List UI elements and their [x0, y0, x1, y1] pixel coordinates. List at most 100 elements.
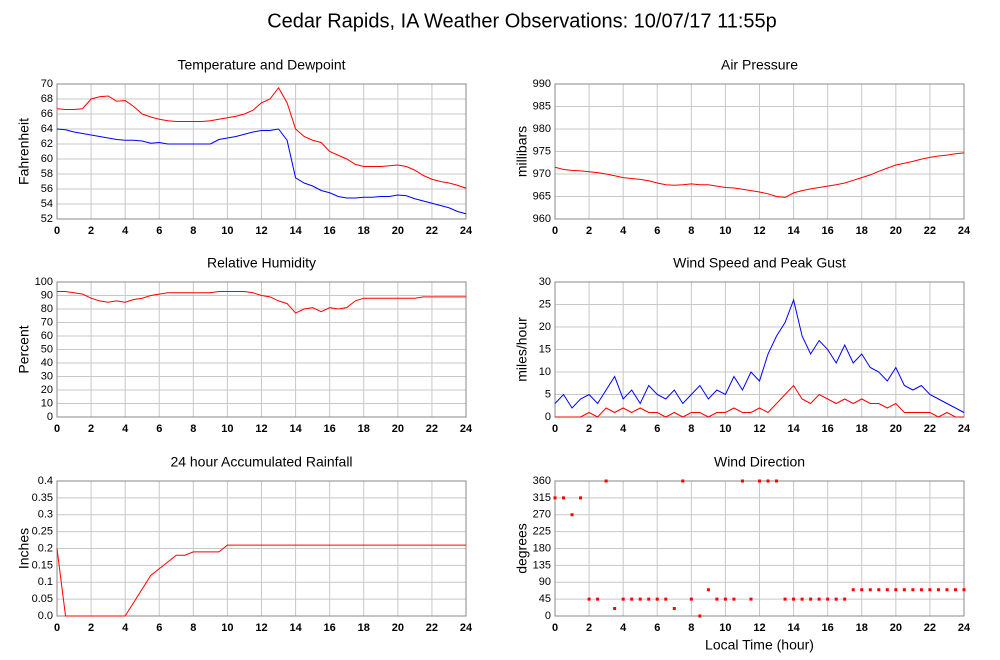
x-tick-label: 18 — [358, 622, 370, 634]
x-tick-label: 2 — [88, 622, 94, 634]
point — [587, 597, 591, 601]
y-tick-label: 60 — [41, 330, 53, 342]
x-tick-label: 10 — [221, 622, 233, 634]
point — [638, 597, 642, 601]
y-tick-label: 10 — [539, 366, 551, 378]
x-tick-label: 16 — [324, 622, 336, 634]
y-tick-label: 0 — [545, 610, 551, 622]
chart-title: Temperature and Dewpoint — [177, 57, 345, 73]
y-tick-label: 10 — [41, 397, 53, 409]
series-line — [555, 384, 964, 418]
y-tick-label: 64 — [41, 123, 53, 135]
x-tick-label: 16 — [324, 225, 336, 237]
point — [621, 597, 625, 601]
point — [928, 588, 932, 592]
point — [553, 496, 557, 500]
x-tick-label: 18 — [358, 423, 370, 435]
y-tick-label: 0.3 — [38, 509, 53, 521]
plot-frame — [56, 83, 467, 220]
x-tick-label: 20 — [890, 622, 902, 634]
chart-title: Wind Speed and Peak Gust — [673, 255, 846, 271]
x-tick-label: 18 — [856, 622, 868, 634]
point — [689, 597, 693, 601]
point — [902, 588, 906, 592]
point — [783, 597, 787, 601]
y-tick-label: 270 — [533, 509, 551, 521]
y-tick-label: 45 — [539, 593, 551, 605]
x-tick-label: 12 — [255, 423, 267, 435]
y-tick-label: 135 — [533, 559, 551, 571]
x-tick-label: 6 — [654, 225, 660, 237]
x-tick-label: 16 — [822, 622, 834, 634]
point — [919, 588, 923, 592]
x-tick-label: 4 — [122, 423, 129, 435]
x-tick-label: 14 — [787, 622, 800, 634]
point — [817, 597, 821, 601]
x-tick-label: 6 — [156, 622, 162, 634]
point — [706, 588, 710, 592]
point — [664, 597, 668, 601]
x-tick-label: 14 — [289, 423, 302, 435]
x-tick-label: 22 — [924, 225, 936, 237]
x-tick-label: 18 — [358, 225, 370, 237]
y-tick-label: 0.2 — [38, 542, 53, 554]
plot-frame — [56, 281, 467, 418]
x-tick-label: 10 — [719, 423, 731, 435]
chart-title: Air Pressure — [721, 57, 798, 73]
y-tick-label: 90 — [539, 576, 551, 588]
x-tick-label: 4 — [620, 225, 627, 237]
x-tick-label: 0 — [54, 423, 60, 435]
x-tick-label: 0 — [552, 225, 558, 237]
x-tick-label: 16 — [324, 423, 336, 435]
y-tick-label: 90 — [41, 289, 53, 301]
point — [740, 479, 744, 483]
y-tick-label: 52 — [41, 213, 53, 225]
point — [723, 597, 727, 601]
point — [562, 496, 566, 500]
x-tick-label: 4 — [620, 423, 627, 435]
x-tick-label: 24 — [460, 423, 473, 435]
x-tick-label: 8 — [688, 225, 694, 237]
x-tick-label: 18 — [856, 225, 868, 237]
x-tick-label: 10 — [719, 622, 731, 634]
x-tick-label: 14 — [787, 225, 800, 237]
y-axis-label: degrees — [514, 523, 530, 574]
point — [843, 597, 847, 601]
point — [732, 597, 736, 601]
series-line — [56, 544, 466, 617]
chart-title: 24 hour Accumulated Rainfall — [170, 454, 352, 470]
y-tick-label: 70 — [41, 316, 53, 328]
y-tick-label: 15 — [539, 343, 551, 355]
y-tick-label: 30 — [41, 370, 53, 382]
point — [596, 597, 600, 601]
point — [672, 607, 676, 610]
x-tick-label: 6 — [654, 423, 660, 435]
point — [792, 597, 796, 601]
y-tick-label: 0 — [545, 411, 551, 423]
y-axis-label: miles/hour — [514, 317, 530, 382]
point — [885, 588, 889, 592]
y-tick-label: 40 — [41, 357, 53, 369]
y-tick-label: 225 — [533, 526, 551, 538]
x-tick-label: 24 — [958, 622, 971, 634]
x-tick-label: 10 — [221, 225, 233, 237]
series-line — [57, 290, 466, 314]
x-tick-label: 10 — [719, 225, 731, 237]
x-tick-label: 22 — [426, 622, 438, 634]
point — [877, 588, 881, 592]
y-tick-label: 60 — [41, 153, 53, 165]
point — [962, 588, 966, 592]
x-tick-label: 8 — [688, 423, 694, 435]
x-tick-label: 8 — [688, 622, 694, 634]
point — [758, 479, 761, 483]
y-tick-label: 80 — [41, 303, 53, 315]
x-tick-label: 2 — [88, 225, 94, 237]
x-tick-label: 0 — [54, 225, 60, 237]
y-axis-label: Inches — [16, 528, 32, 569]
y-tick-label: 970 — [533, 168, 551, 180]
point — [570, 513, 574, 517]
x-tick-label: 0 — [54, 622, 60, 634]
x-axis-label: Local Time (hour) — [705, 637, 814, 653]
x-tick-label: 20 — [392, 225, 404, 237]
